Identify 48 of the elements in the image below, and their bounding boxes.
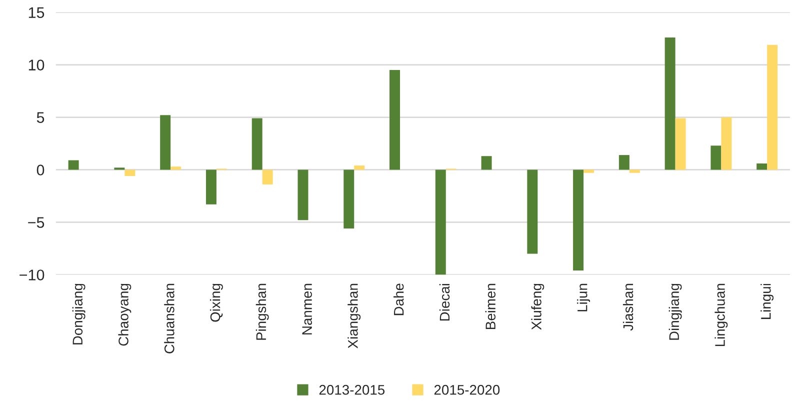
bar: [710, 146, 722, 170]
bar: [618, 155, 630, 170]
x-tick-label: Chuanshan: [164, 284, 174, 354]
y-tick-label: −10: [20, 270, 44, 280]
x-tick-label: Dahe: [394, 284, 404, 316]
bar: [527, 170, 538, 254]
bar: [124, 170, 136, 176]
bar: [344, 170, 354, 229]
bar: [675, 118, 686, 170]
bar: [262, 170, 273, 184]
x-tick-label: Beimen: [485, 284, 496, 329]
y-tick-label: 10: [28, 60, 44, 70]
x-tick-label: Lijun: [577, 284, 590, 312]
x-tick-label: Chaoyang: [118, 284, 132, 346]
bar: [756, 163, 768, 170]
x-tick-label: Dongjiang: [72, 284, 86, 344]
bar: [721, 117, 732, 170]
y-tick-label: 0: [36, 164, 44, 176]
y-tick-label: −5: [28, 217, 44, 228]
y-tick-label: 5: [36, 112, 44, 123]
bar: [390, 70, 400, 170]
x-tick-label: Pingshan: [256, 284, 269, 340]
bar: [664, 37, 676, 170]
bar: [481, 156, 492, 170]
x-tick-label: Nanmen: [302, 284, 312, 334]
bar: [206, 170, 216, 204]
bar: [354, 166, 365, 170]
x-tick-label: Xiangshan: [348, 284, 361, 348]
bar: [298, 170, 308, 220]
bar: [160, 115, 171, 170]
x-tick-label: Qixing: [210, 284, 223, 322]
bar: [170, 166, 182, 170]
x-tick-label: Diecai: [439, 284, 450, 320]
x-tick-label: Lingchuan: [714, 284, 728, 346]
bar: [252, 118, 262, 170]
bar: [68, 160, 79, 170]
bar: [435, 170, 446, 275]
bar: [584, 170, 594, 173]
y-tick-label: 15: [28, 7, 44, 18]
bar: [629, 170, 640, 173]
bar: [767, 44, 778, 170]
x-tick-label: Lingui: [760, 284, 774, 319]
x-tick-label: Jiashan: [622, 284, 634, 331]
x-tick-label: Dingjiang: [668, 284, 682, 340]
legend-label: 2015-2020: [434, 384, 500, 395]
x-tick-label: Xiufeng: [531, 284, 544, 330]
legend-label: 2013-2015: [319, 384, 385, 395]
bar: [573, 170, 584, 270]
